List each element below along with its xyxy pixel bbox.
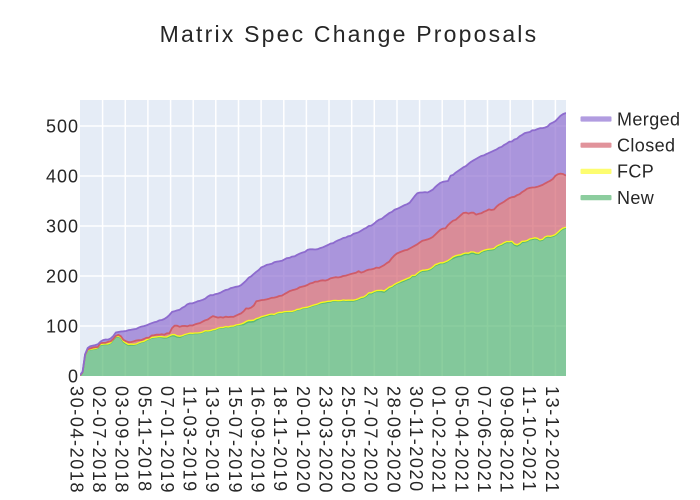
svg-text:200: 200 bbox=[46, 266, 79, 286]
svg-text:03-09-2018: 03-09-2018 bbox=[112, 386, 132, 494]
svg-text:20-01-2020: 20-01-2020 bbox=[293, 386, 313, 494]
svg-text:300: 300 bbox=[46, 216, 79, 236]
svg-text:07-01-2019: 07-01-2019 bbox=[157, 386, 177, 494]
svg-text:FCP: FCP bbox=[617, 162, 654, 182]
svg-text:Merged: Merged bbox=[617, 109, 680, 129]
svg-text:Closed: Closed bbox=[617, 136, 675, 156]
svg-text:18-11-2019: 18-11-2019 bbox=[270, 386, 290, 493]
svg-text:01-02-2021: 01-02-2021 bbox=[429, 386, 449, 494]
svg-text:02-07-2018: 02-07-2018 bbox=[89, 386, 109, 494]
svg-text:05-11-2018: 05-11-2018 bbox=[134, 386, 154, 493]
svg-text:30-04-2018: 30-04-2018 bbox=[66, 386, 86, 494]
svg-text:23-03-2020: 23-03-2020 bbox=[315, 386, 335, 494]
svg-text:11-03-2019: 11-03-2019 bbox=[180, 386, 200, 493]
svg-text:13-12-2021: 13-12-2021 bbox=[542, 386, 562, 494]
svg-text:400: 400 bbox=[46, 166, 79, 186]
svg-text:16-09-2019: 16-09-2019 bbox=[248, 386, 268, 494]
svg-text:Matrix Spec Change Proposals: Matrix Spec Change Proposals bbox=[160, 21, 539, 47]
svg-text:New: New bbox=[617, 188, 655, 208]
svg-text:13-05-2019: 13-05-2019 bbox=[202, 386, 222, 494]
svg-text:100: 100 bbox=[46, 316, 79, 336]
svg-text:11-10-2021: 11-10-2021 bbox=[519, 386, 539, 493]
svg-text:05-04-2021: 05-04-2021 bbox=[451, 386, 471, 494]
svg-text:30-11-2020: 30-11-2020 bbox=[406, 386, 426, 493]
svg-text:0: 0 bbox=[68, 366, 79, 386]
svg-text:07-06-2021: 07-06-2021 bbox=[474, 386, 494, 494]
svg-text:09-08-2021: 09-08-2021 bbox=[497, 386, 517, 494]
svg-text:27-07-2020: 27-07-2020 bbox=[361, 386, 381, 494]
svg-text:25-05-2020: 25-05-2020 bbox=[338, 386, 358, 494]
svg-text:28-09-2020: 28-09-2020 bbox=[383, 386, 403, 494]
svg-text:500: 500 bbox=[46, 116, 79, 136]
svg-text:15-07-2019: 15-07-2019 bbox=[225, 386, 245, 494]
